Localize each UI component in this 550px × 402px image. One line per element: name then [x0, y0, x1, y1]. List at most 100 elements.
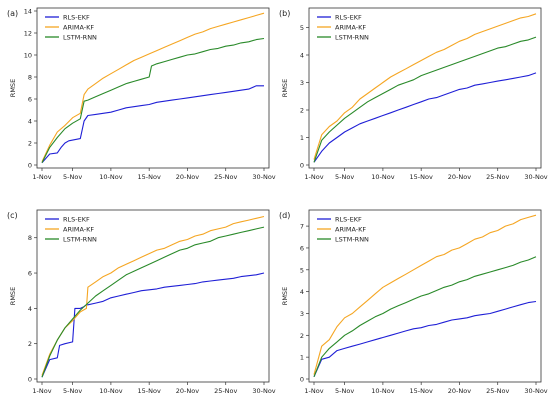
- y-tick-label: 6: [28, 270, 32, 278]
- y-tick-label: 4: [28, 118, 32, 126]
- y-tick-label: 4: [300, 52, 304, 60]
- y-tick-label: 0: [28, 376, 32, 384]
- y-axis-label: RMSE: [9, 79, 17, 97]
- series-line-arima-kf: [41, 215, 265, 376]
- y-tick-label: 1: [300, 134, 304, 142]
- y-tick-label: 3: [300, 79, 304, 87]
- y-axis-label: RMSE: [9, 287, 17, 305]
- series-line-lstm-rnn: [313, 36, 537, 163]
- x-tick-label: 20-Nov: [176, 387, 199, 395]
- legend-label: ARIMA-KF: [335, 226, 366, 234]
- x-tick-label: 25-Nov: [214, 173, 237, 181]
- series-line-rls-ekf: [41, 272, 265, 378]
- series-line-rls-ekf: [41, 85, 264, 164]
- legend: RLS-EKF ARIMA-KF LSTM-RNN: [45, 216, 97, 244]
- y-tick-label: 5: [300, 266, 304, 274]
- x-tick-label: 1-Nov: [32, 387, 51, 395]
- legend-label: ARIMA-KF: [63, 24, 94, 32]
- x-tick-label: 15-Nov: [410, 387, 433, 395]
- panel-label: (c): [7, 211, 18, 220]
- chart-panel-4: (d) 0 1 2 3 4 5 6 7 1-Nov 5-Nov 10-Nov 15-Nov 20-Nov 2…: [279, 209, 548, 395]
- x-tick-label: 15-Nov: [410, 173, 433, 181]
- legend-label: RLS-EKF: [335, 216, 362, 224]
- y-tick-label: 12: [24, 30, 32, 38]
- x-tick-label: 15-Nov: [138, 387, 161, 395]
- y-tick-label: 6: [300, 244, 304, 252]
- x-tick-label: 10-Nov: [371, 173, 394, 181]
- x-tick-label: 25-Nov: [486, 173, 509, 181]
- series-line-arima-kf: [313, 13, 537, 160]
- y-axis-label: RMSE: [281, 287, 289, 305]
- x-tick-label: 1-Nov: [32, 173, 51, 181]
- y-tick-label: 2: [300, 332, 304, 340]
- x-tick-label: 1-Nov: [304, 173, 323, 181]
- y-tick-label: 2: [300, 107, 304, 115]
- series-line-rls-ekf: [313, 300, 537, 378]
- y-tick-label: 4: [300, 288, 304, 296]
- x-tick-label: 20-Nov: [448, 173, 471, 181]
- x-tick-label: 20-Nov: [176, 173, 199, 181]
- y-axis-label: RMSE: [281, 79, 289, 97]
- x-tick-label: 5-Nov: [63, 387, 82, 395]
- x-tick-label: 5-Nov: [335, 387, 354, 395]
- x-tick-label: 30-Nov: [252, 387, 275, 395]
- x-tick-label: 30-Nov: [252, 173, 275, 181]
- legend: RLS-EKF ARIMA-KF LSTM-RNN: [317, 216, 369, 244]
- y-tick-label: 3: [300, 310, 304, 318]
- series-line-lstm-rnn: [41, 226, 265, 378]
- x-tick-label: 5-Nov: [63, 173, 82, 181]
- y-tick-label: 7: [300, 223, 304, 231]
- chart-panel-1: (a) 0 2 4 6 8 10 12 14 1-Nov 5-Nov 10-Nov 15-Nov 20-N…: [7, 8, 276, 182]
- x-tick-label: 10-Nov: [371, 387, 394, 395]
- x-tick-label: 30-Nov: [524, 387, 547, 395]
- y-tick-label: 6: [28, 96, 32, 104]
- legend-label: LSTM-RNN: [63, 236, 97, 244]
- y-tick-label: 0: [28, 162, 32, 170]
- legend-label: ARIMA-KF: [335, 24, 366, 32]
- chart-panel-2: (b) 0 1 2 3 4 5 1-Nov 5-Nov 10-Nov 15-Nov 20-Nov 25-…: [279, 7, 548, 181]
- x-tick-label: 10-Nov: [99, 173, 122, 181]
- panel-label: (a): [7, 9, 18, 18]
- legend-label: LSTM-RNN: [335, 236, 369, 244]
- chart-panel-3: (c) 0 2 4 6 8 1-Nov 5-Nov 10-Nov 15-Nov 20-Nov 25-N…: [7, 209, 276, 395]
- x-tick-label: 25-Nov: [486, 387, 509, 395]
- legend-label: RLS-EKF: [63, 14, 90, 22]
- legend-label: LSTM-RNN: [63, 34, 97, 42]
- plot-frame: [36, 7, 270, 169]
- y-tick-label: 1: [300, 354, 304, 362]
- series-line-arima-kf: [41, 12, 265, 162]
- y-tick-label: 2: [28, 140, 32, 148]
- x-tick-label: 25-Nov: [214, 387, 237, 395]
- x-tick-label: 30-Nov: [524, 173, 547, 181]
- y-tick-label: 8: [28, 74, 32, 82]
- y-tick-label: 10: [24, 52, 32, 60]
- panel-label: (b): [279, 9, 290, 18]
- legend-label: RLS-EKF: [335, 14, 362, 22]
- series-line-lstm-rnn: [313, 256, 537, 378]
- y-tick-label: 2: [28, 340, 32, 348]
- x-tick-label: 15-Nov: [138, 173, 161, 181]
- y-tick-label: 0: [300, 162, 304, 170]
- plot-frame: [36, 209, 270, 383]
- series-line-arima-kf: [313, 214, 537, 375]
- x-tick-label: 1-Nov: [304, 387, 323, 395]
- y-tick-label: 0: [300, 376, 304, 384]
- x-tick-label: 10-Nov: [99, 387, 122, 395]
- series-line-rls-ekf: [313, 72, 537, 163]
- y-tick-label: 5: [300, 24, 304, 32]
- plot-frame: [308, 209, 542, 383]
- legend: RLS-EKF ARIMA-KF LSTM-RNN: [317, 14, 369, 42]
- legend-label: LSTM-RNN: [335, 34, 369, 42]
- legend-label: ARIMA-KF: [63, 226, 94, 234]
- y-tick-label: 14: [24, 8, 32, 16]
- x-tick-label: 5-Nov: [335, 173, 354, 181]
- series-line-lstm-rnn: [41, 37, 265, 164]
- panel-label: (d): [279, 211, 290, 220]
- y-tick-label: 4: [28, 305, 32, 313]
- legend-label: RLS-EKF: [63, 216, 90, 224]
- legend: RLS-EKF ARIMA-KF LSTM-RNN: [45, 14, 97, 42]
- plot-frame: [308, 7, 542, 169]
- x-tick-label: 20-Nov: [448, 387, 471, 395]
- y-tick-label: 8: [28, 234, 32, 242]
